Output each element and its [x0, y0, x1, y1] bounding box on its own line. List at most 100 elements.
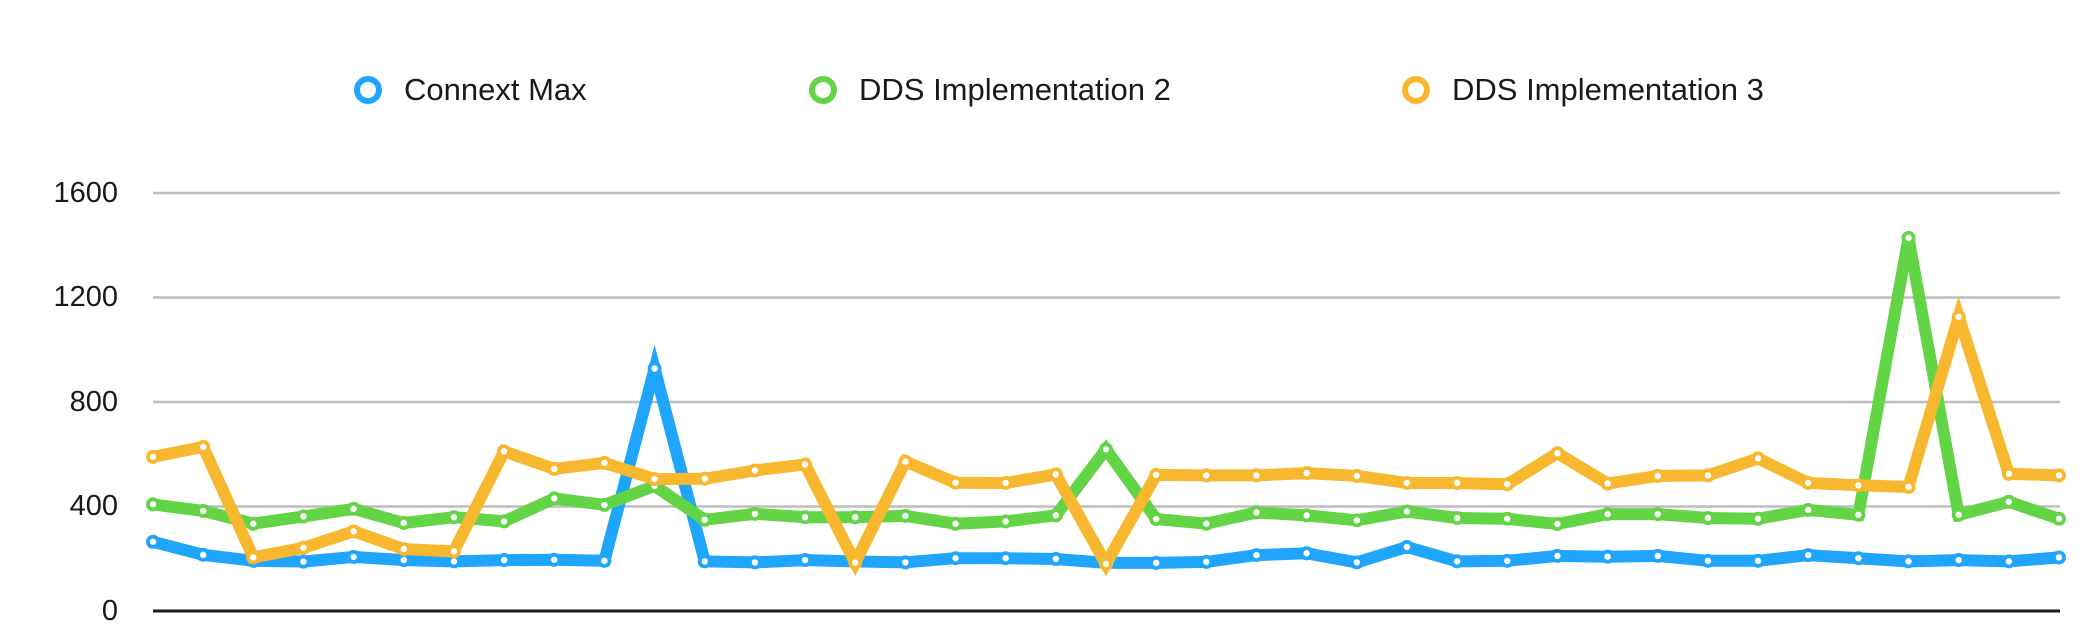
- data-point-marker-center: [701, 475, 708, 483]
- data-point-marker-center: [149, 453, 157, 461]
- series-dds-implementation-3: [146, 296, 2066, 577]
- data-point-marker-center: [1704, 472, 1712, 479]
- data-point-marker-center: [1955, 511, 1962, 519]
- data-point-marker-center: [300, 544, 307, 551]
- data-point-marker-center: [952, 479, 959, 486]
- data-point-marker-center: [1855, 482, 1862, 489]
- data-point-marker-center: [1654, 552, 1661, 560]
- data-point-marker-center: [751, 467, 759, 474]
- data-point-marker-center: [1604, 553, 1611, 560]
- data-point-marker-center: [1504, 557, 1511, 565]
- data-point-marker-center: [400, 545, 407, 553]
- data-point-marker-center: [500, 556, 508, 564]
- data-point-marker-center: [801, 556, 809, 564]
- data-point-marker-center: [1453, 479, 1461, 487]
- data-point-marker-center: [1152, 559, 1160, 567]
- data-point-marker-center: [400, 519, 407, 527]
- legend-item-connext-max[interactable]: Connext Max: [354, 70, 587, 110]
- data-point-marker-center: [450, 514, 458, 521]
- data-point-marker-center: [2055, 515, 2063, 522]
- data-point-marker-center: [601, 557, 608, 565]
- data-point-marker-center: [2055, 554, 2063, 561]
- data-point-marker-center: [1754, 515, 1762, 522]
- data-point-marker-center: [1353, 472, 1360, 480]
- data-point-marker-center: [852, 559, 859, 566]
- data-point-marker-center: [300, 513, 307, 520]
- data-point-marker-center: [1955, 556, 1962, 564]
- data-point-marker-center: [1654, 472, 1661, 480]
- data-point-marker-center: [1353, 559, 1360, 566]
- data-point-marker-center: [1152, 515, 1160, 523]
- data-point-marker-center: [1453, 514, 1461, 522]
- data-point-marker-center: [450, 558, 458, 565]
- data-point-marker-center: [601, 501, 608, 509]
- data-point-marker-center: [1253, 472, 1260, 479]
- data-point-marker-center: [651, 475, 658, 483]
- data-point-marker-center: [1504, 481, 1511, 488]
- data-point-marker-center: [852, 514, 859, 521]
- data-point-marker-center: [1403, 479, 1411, 487]
- data-point-marker-center: [1805, 506, 1812, 514]
- data-point-marker-center: [1303, 469, 1310, 477]
- data-point-marker-center: [350, 505, 357, 513]
- data-point-marker-center: [199, 551, 207, 559]
- legend-item-dds-implementation-2[interactable]: DDS Implementation 2: [809, 70, 1171, 110]
- data-point-marker-center: [350, 528, 357, 535]
- data-point-marker-center: [350, 553, 357, 561]
- data-point-marker-center: [450, 548, 458, 555]
- data-point-marker-center: [1754, 557, 1762, 565]
- data-point-marker-center: [500, 448, 508, 455]
- data-point-marker-center: [1855, 555, 1862, 562]
- data-point-marker-center: [902, 458, 909, 465]
- data-point-marker-center: [1504, 515, 1511, 522]
- y-tick-label-800: 800: [69, 386, 118, 418]
- data-point-marker-center: [1253, 509, 1260, 516]
- data-point-marker-center: [400, 556, 407, 564]
- legend-label: Connext Max: [404, 72, 587, 107]
- data-point-marker-center: [1805, 551, 1812, 559]
- data-point-marker-center: [2005, 558, 2013, 565]
- data-point-marker-center: [250, 520, 257, 527]
- data-point-marker-center: [902, 559, 909, 566]
- data-point-marker-center: [551, 556, 558, 563]
- data-point-marker-center: [1554, 552, 1561, 560]
- data-point-marker-center: [1805, 479, 1812, 487]
- data-point-marker-center: [1754, 455, 1762, 462]
- data-point-marker-center: [199, 507, 207, 515]
- data-point-marker-center: [1002, 479, 1009, 487]
- data-point-marker-center: [1303, 512, 1310, 519]
- data-point-marker-center: [902, 512, 909, 520]
- data-point-marker-center: [1203, 472, 1210, 479]
- data-point-marker-center: [801, 514, 809, 521]
- data-point-marker-center: [1453, 558, 1461, 565]
- data-point-marker-center: [2055, 472, 2063, 479]
- data-point-marker-center: [1955, 313, 1962, 321]
- data-point-marker-center: [1253, 551, 1260, 559]
- data-point-marker-center: [1905, 234, 1912, 242]
- y-tick-label-0: 0: [101, 595, 118, 627]
- data-point-marker-center: [1052, 512, 1060, 519]
- data-point-marker-center: [1604, 510, 1611, 518]
- data-point-marker-center: [1002, 555, 1009, 562]
- legend-item-dds-implementation-3[interactable]: DDS Implementation 3: [1402, 70, 1764, 110]
- legend-label: DDS Implementation 2: [859, 72, 1171, 107]
- data-point-marker-center: [1654, 510, 1661, 518]
- data-point-marker-center: [149, 501, 157, 508]
- y-tick-label-1200: 1200: [53, 281, 118, 313]
- data-point-marker-center: [701, 558, 708, 565]
- data-point-marker-center: [1353, 517, 1360, 524]
- series-dds-implementation-2: [146, 230, 2066, 532]
- data-point-marker-center: [1303, 550, 1310, 557]
- data-point-marker-center: [2005, 498, 2013, 505]
- data-point-marker-center: [1102, 446, 1110, 453]
- data-point-marker-center: [1905, 483, 1912, 491]
- series-line: [152, 236, 2061, 531]
- data-point-marker-center: [1704, 514, 1712, 522]
- data-point-marker-center: [952, 520, 959, 527]
- data-point-marker-center: [1855, 511, 1862, 519]
- data-point-marker-center: [300, 558, 307, 565]
- data-point-marker-center: [1403, 543, 1411, 551]
- data-point-marker-center: [2005, 470, 2013, 478]
- data-point-marker-center: [952, 555, 959, 562]
